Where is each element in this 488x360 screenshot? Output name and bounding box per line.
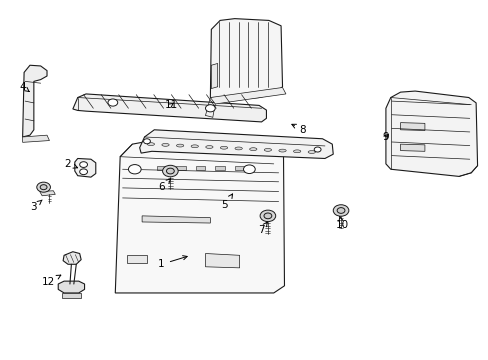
Polygon shape	[63, 252, 81, 264]
Polygon shape	[140, 130, 332, 158]
Ellipse shape	[176, 144, 183, 147]
Circle shape	[264, 213, 271, 219]
Polygon shape	[400, 144, 424, 151]
Polygon shape	[215, 166, 224, 170]
Polygon shape	[127, 255, 147, 263]
Polygon shape	[205, 253, 239, 268]
Circle shape	[37, 182, 50, 192]
Polygon shape	[115, 140, 284, 293]
Ellipse shape	[264, 148, 271, 151]
Ellipse shape	[235, 147, 242, 150]
Circle shape	[143, 139, 150, 144]
Circle shape	[336, 208, 344, 213]
Circle shape	[205, 105, 215, 112]
Circle shape	[332, 205, 348, 216]
Polygon shape	[75, 158, 96, 177]
Ellipse shape	[307, 150, 315, 153]
Polygon shape	[22, 65, 47, 137]
Circle shape	[314, 147, 321, 152]
Polygon shape	[73, 94, 266, 122]
Text: 12: 12	[42, 275, 61, 287]
Polygon shape	[40, 191, 55, 196]
Ellipse shape	[147, 143, 154, 145]
Text: 4: 4	[20, 82, 29, 92]
Circle shape	[260, 210, 275, 222]
Polygon shape	[142, 216, 210, 223]
Text: 9: 9	[382, 132, 388, 142]
Circle shape	[162, 165, 178, 177]
Polygon shape	[385, 91, 477, 176]
Text: 8: 8	[291, 124, 305, 135]
Ellipse shape	[205, 145, 213, 148]
Polygon shape	[195, 166, 205, 170]
Text: 10: 10	[335, 217, 348, 230]
Ellipse shape	[249, 148, 256, 150]
Text: 5: 5	[221, 194, 232, 210]
Ellipse shape	[293, 150, 300, 153]
Polygon shape	[176, 166, 185, 170]
Polygon shape	[211, 63, 217, 89]
Ellipse shape	[162, 143, 169, 146]
Circle shape	[108, 99, 118, 106]
Polygon shape	[61, 293, 81, 298]
Text: 1: 1	[158, 256, 187, 269]
Ellipse shape	[191, 145, 198, 148]
Text: 7: 7	[258, 222, 267, 235]
Polygon shape	[58, 281, 84, 293]
Polygon shape	[210, 87, 285, 104]
Ellipse shape	[278, 149, 285, 152]
Circle shape	[243, 165, 255, 174]
Polygon shape	[210, 19, 282, 99]
Text: 11: 11	[164, 100, 178, 110]
Polygon shape	[400, 123, 424, 131]
Polygon shape	[234, 166, 244, 170]
Ellipse shape	[220, 146, 227, 149]
Text: 3: 3	[30, 200, 42, 212]
Circle shape	[128, 165, 141, 174]
Circle shape	[80, 162, 87, 167]
Text: 2: 2	[64, 159, 78, 169]
Text: 6: 6	[158, 179, 170, 192]
Polygon shape	[22, 135, 49, 142]
Polygon shape	[157, 166, 166, 170]
Circle shape	[40, 185, 47, 190]
Circle shape	[80, 169, 87, 175]
Circle shape	[166, 168, 174, 174]
